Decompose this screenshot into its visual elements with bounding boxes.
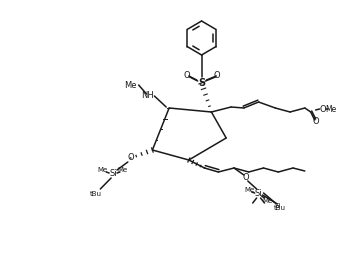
Text: Si: Si <box>109 169 117 178</box>
Text: O: O <box>243 174 249 183</box>
Text: O: O <box>214 70 221 80</box>
Text: Me: Me <box>245 187 255 193</box>
Text: Me: Me <box>326 104 337 113</box>
Text: Me: Me <box>262 198 273 204</box>
Text: Si: Si <box>274 203 280 209</box>
Text: NH: NH <box>141 91 154 101</box>
Text: S: S <box>198 78 205 88</box>
Text: tBu: tBu <box>274 205 286 211</box>
Text: Me: Me <box>118 167 128 173</box>
Text: O: O <box>319 104 326 113</box>
Text: O: O <box>184 70 190 80</box>
Text: tBu: tBu <box>89 191 101 197</box>
Text: Si: Si <box>255 188 263 197</box>
Text: Me: Me <box>125 80 137 90</box>
Text: Me: Me <box>97 167 108 173</box>
Text: O: O <box>312 116 319 125</box>
Text: O: O <box>127 154 134 163</box>
